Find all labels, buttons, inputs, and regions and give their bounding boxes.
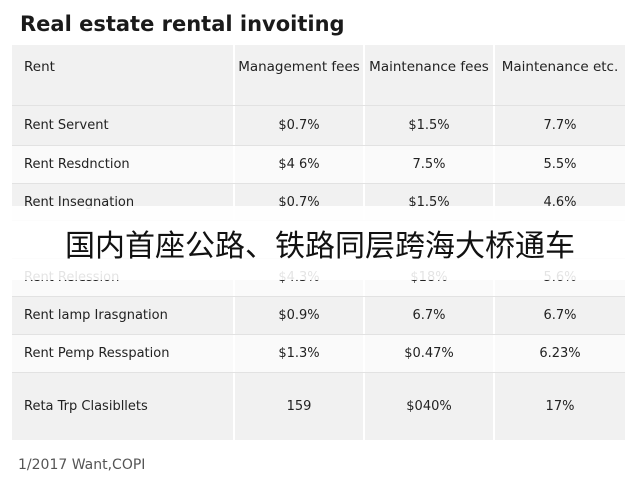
column-header: Management fees xyxy=(235,45,365,105)
table-row: Rent lamp Irasgnation $0.9% 6.7% 6.7% xyxy=(12,296,625,334)
table-cell: Rent lamp Irasgnation xyxy=(12,297,235,334)
header-row: Rent Management fees Maintenance fees Maint… xyxy=(12,45,625,105)
table-row: Reta Trp Clasibllets 159 $040% 17% xyxy=(12,372,625,440)
table-cell: 4.6% xyxy=(543,194,577,210)
table-row: Rent Pemp Resspation $1.3% $0.47% 6.23% xyxy=(12,334,625,372)
banner: 国内首座公路、铁路同层跨海大桥通车 xyxy=(0,206,640,280)
table-cell: 6.7% xyxy=(543,308,577,323)
table-cell: 6.7% xyxy=(365,297,495,334)
table-cell: 6.23% xyxy=(539,346,581,361)
title: Real estate rental invoiting xyxy=(20,12,345,36)
table-cell: Rent Resdnction xyxy=(12,146,235,183)
footer: 1/2017 Want,COPI xyxy=(18,457,146,473)
table-row: Rent Insegnation $0.7% $1.5% 4.6% xyxy=(12,183,625,220)
table-cell: $0.47% xyxy=(365,335,495,372)
table-row: Rent Resdnction $4 6% 7.5% 5.5% xyxy=(12,145,625,183)
column-header: Maintenance etc. xyxy=(501,59,619,75)
table-cell: Reta Trp Clasibllets xyxy=(12,373,235,440)
column-header: Maintenance fees xyxy=(365,45,495,105)
table-row: Rent Servent $0.7% $1.5% 7.7% xyxy=(12,105,625,145)
table-cell: Rent Servent xyxy=(12,106,235,145)
table-cell: $0.9% xyxy=(235,297,365,334)
table-cell: 17% xyxy=(545,399,575,414)
table-cell: 159 xyxy=(235,373,365,440)
table-cell: $1.5% xyxy=(365,106,495,145)
table-cell: 5.5% xyxy=(543,157,577,172)
table-cell: 7.5% xyxy=(365,146,495,183)
table-cell: 7.7% xyxy=(543,118,577,133)
table-cell: $4 6% xyxy=(235,146,365,183)
column-header: Rent xyxy=(12,45,235,105)
table-cell: $0.7% xyxy=(235,184,365,220)
table-cell: $1.5% xyxy=(365,184,495,220)
table-cell: $1.3% xyxy=(235,335,365,372)
table-cell: Rent Pemp Resspation xyxy=(12,335,235,372)
table-cell: $0.7% xyxy=(235,106,365,145)
table-cell: $040% xyxy=(365,373,495,440)
table-cell: Rent Insegnation xyxy=(12,184,235,220)
